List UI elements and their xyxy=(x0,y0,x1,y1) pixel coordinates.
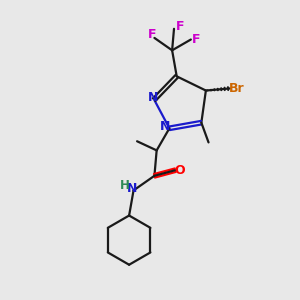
Text: O: O xyxy=(175,164,185,177)
Text: F: F xyxy=(192,33,200,46)
Text: H: H xyxy=(120,178,130,191)
Text: N: N xyxy=(127,182,137,194)
Text: Br: Br xyxy=(229,82,244,95)
Text: N: N xyxy=(148,92,158,104)
Text: N: N xyxy=(160,120,171,133)
Text: F: F xyxy=(176,20,184,33)
Text: F: F xyxy=(148,28,156,41)
